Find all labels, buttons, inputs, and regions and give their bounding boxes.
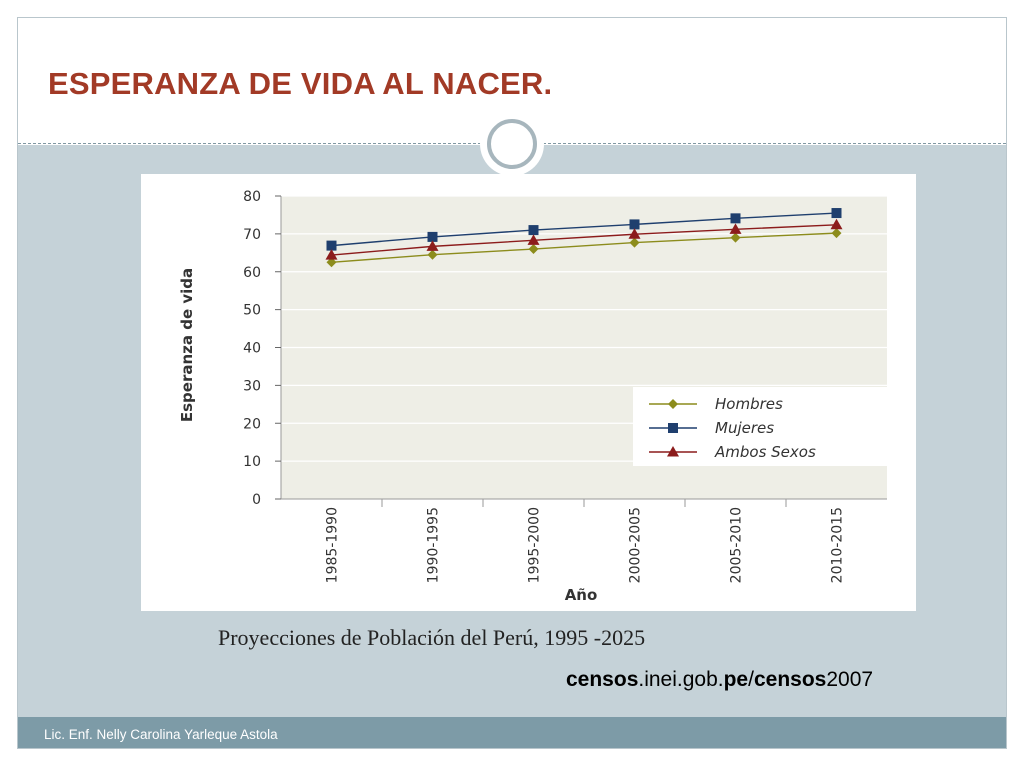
source-part-3: pe	[723, 668, 749, 691]
data-point-hombres	[831, 228, 842, 239]
series-line-hombres	[331, 232, 837, 263]
x-tick-label: 1990-1995	[426, 507, 442, 583]
legend-label-hombres: Hombres	[715, 395, 783, 413]
footer-bar	[18, 717, 1006, 748]
data-point-hombres	[528, 244, 539, 255]
chart-panel: 0 10 20 30 40 50 60 70 80 1985-1990 1990-1995 1995…	[141, 174, 916, 611]
data-point-mujeres	[528, 225, 539, 236]
y-tick-label: 40	[243, 341, 261, 357]
y-tick-label: 70	[243, 227, 261, 243]
y-tick-labels: 0 10 20 30 40 50 60 70 80	[243, 189, 281, 508]
series-line-mujeres	[331, 212, 837, 247]
data-point-mujeres	[730, 213, 741, 224]
y-axis-title: Esperanza de vida	[178, 268, 196, 422]
data-point-ambos-sexos	[527, 234, 540, 245]
life-expectancy-chart: 0 10 20 30 40 50 60 70 80 1985-1990 1990-1995 1995…	[178, 189, 887, 604]
source-part-5: censos	[753, 668, 827, 691]
x-tick-label: 2000-2005	[628, 507, 644, 583]
data-point-ambos-sexos	[729, 223, 742, 234]
slide-title: ESPERANZA DE VIDA AL NACER.	[48, 66, 553, 101]
chart-caption: Proyecciones de Población del Perú, 1995…	[218, 625, 646, 650]
chart-legend: Hombres Mujeres Ambos Sexos	[633, 387, 887, 466]
x-tick-label: 2005-2010	[729, 507, 745, 583]
y-tick-label: 60	[243, 265, 261, 281]
gridlines	[281, 195, 887, 462]
source-part-6: 2007	[826, 668, 874, 691]
footer-author: Lic. Enf. Nelly Carolina Yarleque Astola	[44, 727, 278, 742]
source-part-4: /	[748, 668, 754, 691]
source-part-1: censos	[566, 668, 639, 691]
y-tick-label: 10	[243, 454, 261, 470]
x-tick-label: 2010-2015	[830, 507, 846, 583]
x-tick-label: 1985-1990	[325, 507, 341, 583]
data-point-ambos-sexos	[628, 228, 641, 239]
y-tick-label: 50	[243, 303, 261, 319]
x-tick-label: 1995-2000	[527, 507, 543, 583]
y-tick-label: 80	[243, 189, 261, 205]
legend-marker-hombres	[668, 399, 678, 409]
data-point-hombres	[326, 257, 337, 268]
legend-label-mujeres: Mujeres	[715, 419, 774, 437]
legend-label-ambos-sexos: Ambos Sexos	[714, 443, 816, 461]
x-tick-labels: 1985-1990 1990-1995 1995-2000 2000-2005 2005…	[325, 499, 846, 583]
legend-marker-mujeres	[668, 423, 678, 433]
data-point-ambos-sexos	[426, 240, 439, 251]
data-point-ambos-sexos	[325, 249, 338, 260]
data-point-hombres	[427, 249, 438, 260]
data-point-hombres	[629, 237, 640, 248]
series-layer	[325, 208, 843, 268]
y-tick-label: 20	[243, 416, 261, 432]
slide-frame	[17, 17, 1007, 749]
legend-marker-ambos-sexos	[667, 446, 679, 457]
source-url: censos.inei.gob.pe/censos2007	[566, 668, 873, 692]
x-axis-title: Año	[565, 586, 598, 604]
ring-ornament-inner	[487, 119, 537, 169]
source-part-2: .inei.gob.	[638, 668, 724, 691]
data-point-mujeres	[629, 219, 640, 230]
data-point-hombres	[730, 232, 741, 243]
series-line-ambos-sexos	[331, 224, 837, 256]
y-tick-label: 0	[252, 492, 261, 508]
data-point-mujeres	[831, 208, 842, 219]
y-tick-label: 30	[243, 378, 261, 394]
data-point-mujeres	[326, 240, 337, 251]
data-point-ambos-sexos	[830, 218, 843, 230]
data-point-mujeres	[427, 231, 438, 242]
